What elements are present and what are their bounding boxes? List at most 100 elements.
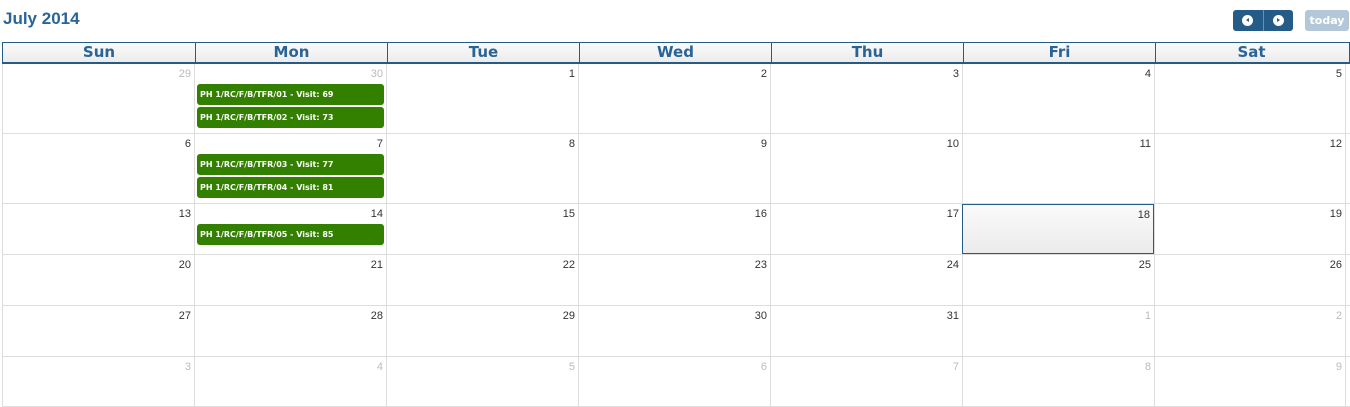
day-cell[interactable]: 8 <box>962 357 1154 406</box>
day-number: 27 <box>178 310 191 322</box>
day-number: 9 <box>760 138 767 150</box>
day-number: 11 <box>1139 138 1151 150</box>
day-number: 13 <box>178 208 191 220</box>
day-cell[interactable]: 15 <box>386 204 578 254</box>
day-cell-today[interactable]: 18 <box>962 204 1154 254</box>
day-number: 3 <box>184 361 191 373</box>
week-row: 20 21 22 23 24 25 26 <box>2 255 1350 306</box>
day-number: 15 <box>562 208 575 220</box>
day-number: 7 <box>952 361 959 373</box>
next-month-button[interactable] <box>1262 10 1294 31</box>
day-header-tue: Tue <box>387 43 579 62</box>
day-cell[interactable]: 5 <box>386 357 578 406</box>
month-grid: Sun Mon Tue Wed Thu Fri Sat 29 30 PH 1/RC/F/B/TF… <box>2 42 1350 407</box>
day-number: 7 <box>376 138 383 150</box>
day-number: 6 <box>760 361 767 373</box>
day-cell[interactable]: 16 <box>578 204 770 254</box>
chevron-left-circle-icon <box>1242 15 1254 26</box>
day-number: 2 <box>1335 310 1342 322</box>
day-number: 25 <box>1138 259 1151 271</box>
day-number: 26 <box>1329 259 1342 271</box>
day-number: 20 <box>178 259 191 271</box>
week-row: 29 30 PH 1/RC/F/B/TFR/01 - Visit: 69 PH 1/R… <box>2 64 1350 134</box>
day-cell[interactable]: 29 <box>386 306 578 356</box>
day-cell[interactable]: 7 PH 1/RC/F/B/TFR/03 - Visit: 77 PH 1/RC/F… <box>194 134 386 203</box>
day-cell[interactable]: 17 <box>770 204 962 254</box>
day-cell[interactable]: 25 <box>962 255 1154 305</box>
day-cell[interactable]: 1 <box>962 306 1154 356</box>
prev-month-button[interactable] <box>1233 10 1263 31</box>
day-cell[interactable]: 13 <box>2 204 194 254</box>
day-number: 18 <box>1137 209 1150 221</box>
day-cell[interactable]: 14 PH 1/RC/F/B/TFR/05 - Visit: 85 <box>194 204 386 254</box>
day-header-row: Sun Mon Tue Wed Thu Fri Sat <box>2 42 1350 64</box>
day-number: 30 <box>754 310 767 322</box>
day-number: 29 <box>562 310 575 322</box>
day-cell[interactable]: 12 <box>1154 134 1346 203</box>
calendar-event[interactable]: PH 1/RC/F/B/TFR/01 - Visit: 69 <box>197 84 384 105</box>
day-cell[interactable]: 26 <box>1154 255 1346 305</box>
day-cell[interactable]: 9 <box>1154 357 1346 406</box>
day-number: 1 <box>568 68 575 80</box>
day-cell[interactable]: 8 <box>386 134 578 203</box>
day-number: 6 <box>184 138 191 150</box>
day-number: 8 <box>1144 361 1151 373</box>
day-number: 8 <box>568 138 575 150</box>
day-cell[interactable]: 21 <box>194 255 386 305</box>
day-cell[interactable]: 30 PH 1/RC/F/B/TFR/01 - Visit: 69 PH 1/RC/… <box>194 64 386 133</box>
day-cell[interactable]: 5 <box>1154 64 1346 133</box>
day-cell[interactable]: 4 <box>194 357 386 406</box>
day-cell[interactable]: 2 <box>1154 306 1346 356</box>
day-number: 28 <box>370 310 383 322</box>
day-cell[interactable]: 3 <box>2 357 194 406</box>
day-number: 14 <box>370 208 383 220</box>
day-cell[interactable]: 9 <box>578 134 770 203</box>
day-header-wed: Wed <box>579 43 771 62</box>
day-cell[interactable]: 27 <box>2 306 194 356</box>
week-row: 27 28 29 30 31 1 2 <box>2 306 1350 357</box>
month-title: July 2014 <box>3 9 80 28</box>
calendar-event[interactable]: PH 1/RC/F/B/TFR/05 - Visit: 85 <box>197 224 384 245</box>
day-cell[interactable]: 10 <box>770 134 962 203</box>
day-cell[interactable]: 20 <box>2 255 194 305</box>
day-number: 12 <box>1329 138 1342 150</box>
day-cell[interactable]: 11 <box>962 134 1154 203</box>
day-cell[interactable]: 4 <box>962 64 1154 133</box>
day-cell[interactable]: 7 <box>770 357 962 406</box>
day-number: 22 <box>562 259 575 271</box>
day-cell[interactable]: 19 <box>1154 204 1346 254</box>
calendar-event[interactable]: PH 1/RC/F/B/TFR/03 - Visit: 77 <box>197 154 384 175</box>
day-number: 1 <box>1144 310 1151 322</box>
week-row: 3 4 5 6 7 8 9 <box>2 357 1350 407</box>
nav-button-group <box>1233 10 1293 31</box>
week-row: 6 7 PH 1/RC/F/B/TFR/03 - Visit: 77 PH 1/RC/… <box>2 134 1350 204</box>
day-cell[interactable]: 22 <box>386 255 578 305</box>
today-button[interactable]: today <box>1305 10 1349 31</box>
day-header-mon: Mon <box>195 43 387 62</box>
chevron-right-circle-icon <box>1272 15 1284 26</box>
day-number: 10 <box>946 138 959 150</box>
day-cell[interactable]: 1 <box>386 64 578 133</box>
day-number: 21 <box>370 259 383 271</box>
day-cell[interactable]: 6 <box>578 357 770 406</box>
day-number: 4 <box>376 361 383 373</box>
day-cell[interactable]: 24 <box>770 255 962 305</box>
day-cell[interactable]: 29 <box>2 64 194 133</box>
calendar-event[interactable]: PH 1/RC/F/B/TFR/02 - Visit: 73 <box>197 107 384 128</box>
day-header-thu: Thu <box>771 43 963 62</box>
day-cell[interactable]: 23 <box>578 255 770 305</box>
day-cell[interactable]: 31 <box>770 306 962 356</box>
day-cell[interactable]: 3 <box>770 64 962 133</box>
day-number: 16 <box>754 208 767 220</box>
day-cell[interactable]: 6 <box>2 134 194 203</box>
month-body: 29 30 PH 1/RC/F/B/TFR/01 - Visit: 69 PH 1/R… <box>2 64 1350 407</box>
day-header-fri: Fri <box>963 43 1155 62</box>
day-number: 5 <box>568 361 575 373</box>
day-cell[interactable]: 2 <box>578 64 770 133</box>
day-number: 3 <box>952 68 959 80</box>
day-cell[interactable]: 28 <box>194 306 386 356</box>
day-cell[interactable]: 30 <box>578 306 770 356</box>
day-number: 24 <box>946 259 959 271</box>
day-number: 9 <box>1335 361 1342 373</box>
calendar-event[interactable]: PH 1/RC/F/B/TFR/04 - Visit: 81 <box>197 177 384 198</box>
